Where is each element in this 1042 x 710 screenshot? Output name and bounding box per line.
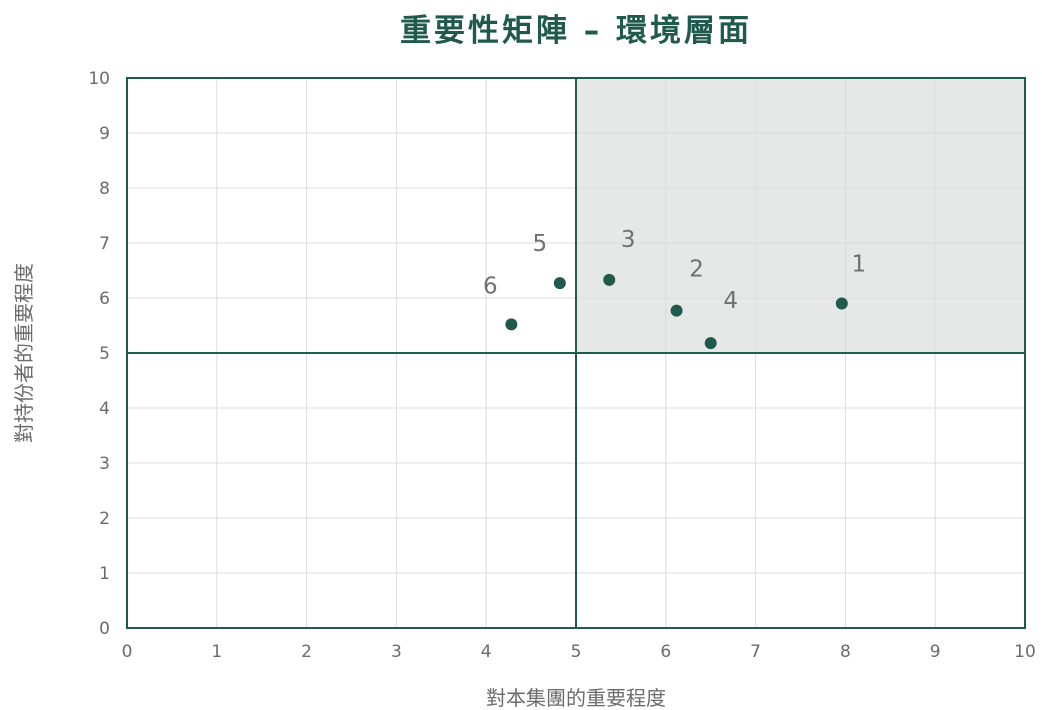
x-tick-label: 3 (391, 642, 402, 662)
y-tick-label: 2 (99, 509, 110, 529)
data-point-label: 4 (723, 288, 738, 314)
data-point (603, 273, 616, 286)
y-tick-label: 0 (99, 619, 110, 639)
x-tick-label: 9 (930, 642, 941, 662)
frame-layer (126, 77, 1026, 629)
x-tick-label: 8 (840, 642, 851, 662)
highlighted-quadrant (576, 78, 1025, 353)
data-point (553, 277, 566, 290)
x-tick-label: 10 (1014, 642, 1036, 662)
x-tick-label: 1 (211, 642, 222, 662)
data-points: 1 2 3 4 5 6 (483, 227, 866, 350)
y-tick-label: 3 (99, 454, 110, 474)
x-tick-label: 2 (301, 642, 312, 662)
x-tick-label: 6 (660, 642, 671, 662)
y-tick-label: 10 (88, 69, 110, 89)
y-axis-ticks: 0 1 2 3 4 5 6 7 8 9 10 (88, 69, 110, 639)
data-point (505, 318, 518, 331)
data-point-label: 3 (621, 227, 636, 253)
y-tick-label: 5 (99, 344, 110, 364)
data-point (704, 337, 717, 350)
x-tick-label: 7 (750, 642, 761, 662)
x-axis-ticks: 0 1 2 3 4 5 6 7 8 9 10 (122, 642, 1036, 662)
y-tick-label: 4 (99, 399, 110, 419)
highlight-layer (576, 78, 1025, 353)
data-point-label: 1 (851, 252, 866, 278)
y-axis-title: 對持份者的重要程度 (12, 263, 36, 443)
data-point-label: 6 (483, 273, 498, 299)
data-point-label: 5 (533, 231, 548, 257)
y-tick-label: 6 (99, 289, 110, 309)
y-tick-label: 9 (99, 124, 110, 144)
x-axis-title: 對本集團的重要程度 (486, 686, 666, 710)
x-tick-label: 5 (571, 642, 582, 662)
y-tick-label: 8 (99, 179, 110, 199)
chart-title: 重要性矩陣 – 環境層面 (400, 13, 752, 49)
x-tick-label: 0 (122, 642, 133, 662)
x-tick-label: 4 (481, 642, 492, 662)
y-tick-label: 1 (99, 564, 110, 584)
y-tick-label: 7 (99, 234, 110, 254)
data-point (670, 304, 683, 317)
data-point-label: 2 (689, 257, 704, 283)
data-point (835, 297, 848, 310)
